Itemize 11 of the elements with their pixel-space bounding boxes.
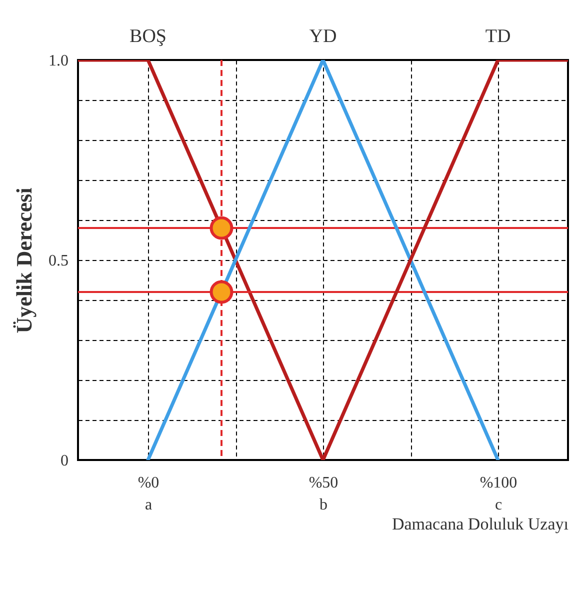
series-label: YD [309, 26, 337, 47]
x-tick-label: %100 c [480, 474, 518, 514]
y-tick-label: 0 [60, 452, 68, 470]
y-tick-label: 0.5 [48, 252, 68, 270]
x-tick-label: %50 b [308, 474, 338, 514]
y-axis-title: Üyelik Derecesi [12, 188, 36, 334]
x-axis-title: Damacana Doluluk Uzayı [392, 514, 569, 534]
y-tick-label: 1.0 [48, 52, 68, 70]
x-tick-label: %0 a [138, 474, 160, 514]
series-label: TD [485, 26, 511, 47]
series-label: BOŞ [130, 26, 166, 47]
